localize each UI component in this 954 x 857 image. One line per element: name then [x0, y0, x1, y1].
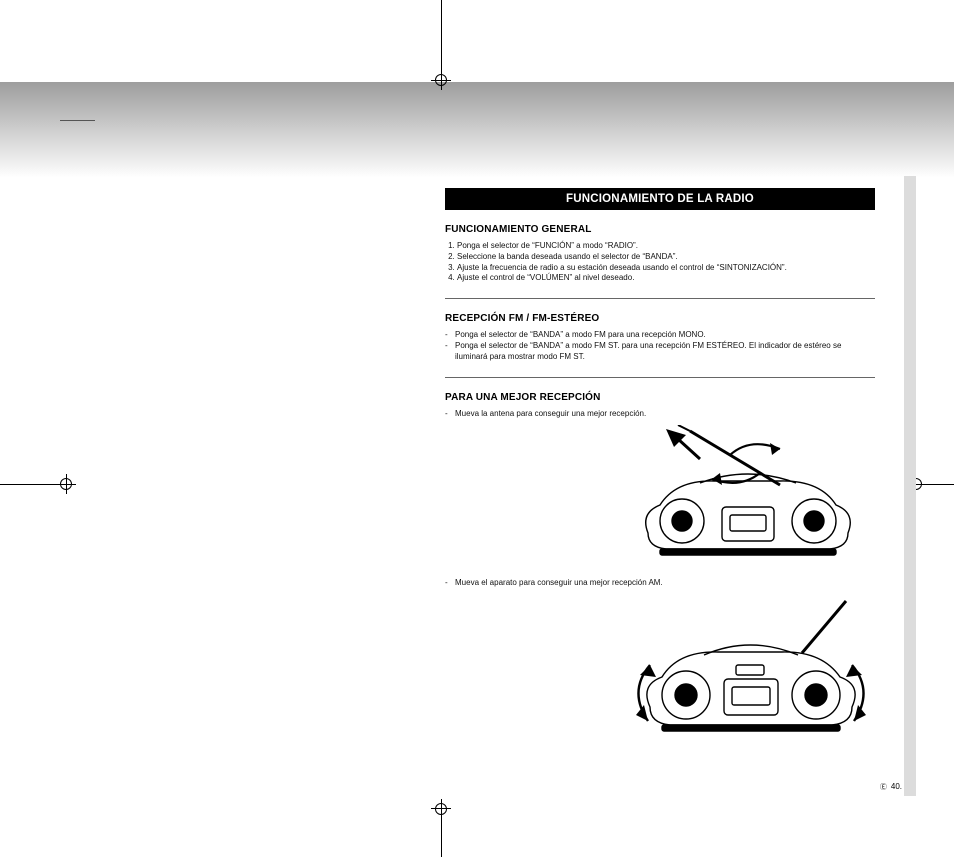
list-item: Ajuste la frecuencia de radio a su estac…: [457, 263, 875, 274]
page-number: Ⓔ 40.: [880, 782, 902, 792]
list-item: Ponga el selector de “BANDA” a modo FM p…: [445, 330, 875, 341]
boombox-rotate-svg: [620, 595, 875, 750]
list-item: Seleccione la banda deseada usando el se…: [457, 252, 875, 263]
list-item: Ponga el selector de “BANDA” a modo FM S…: [445, 341, 875, 363]
section-heading-better: PARA UNA MEJOR RECEPCIÓN: [445, 392, 875, 403]
fm-notes: Ponga el selector de “BANDA” a modo FM p…: [445, 330, 875, 362]
section-heading-fm: RECEPCIÓN FM / FM-ESTÉREO: [445, 313, 875, 324]
list-item: Mueva el aparato para conseguir una mejo…: [445, 578, 875, 589]
list-item: Mueva la antena para conseguir una mejor…: [445, 409, 875, 420]
list-item: Ajuste el control de “VOLÚMEN” al nivel …: [457, 273, 875, 284]
section-heading-general: FUNCIONAMIENTO GENERAL: [445, 224, 875, 235]
illustration-rotate-unit: [445, 589, 875, 749]
manual-page: FUNCIONAMIENTO DE LA RADIO FUNCIONAMIENT…: [0, 0, 954, 857]
header-tick: [60, 120, 95, 121]
better-note-1: Mueva la antena para conseguir una mejor…: [445, 409, 875, 420]
page-number-value: 40.: [891, 782, 902, 791]
divider: [445, 377, 875, 378]
page-title: FUNCIONAMIENTO DE LA RADIO: [445, 188, 875, 210]
page-symbol: Ⓔ: [880, 784, 887, 791]
divider: [445, 298, 875, 299]
header-gradient: [0, 82, 954, 177]
list-item: Ponga el selector de “FUNCIÓN” a modo “R…: [457, 241, 875, 252]
content-column: FUNCIONAMIENTO DE LA RADIO FUNCIONAMIENT…: [445, 188, 875, 749]
boombox-antenna-svg: [630, 425, 865, 575]
better-note-2: Mueva el aparato para conseguir una mejo…: [445, 578, 875, 589]
general-steps: Ponga el selector de “FUNCIÓN” a modo “R…: [445, 241, 875, 284]
right-margin-bar: [904, 176, 916, 796]
illustration-antenna: [445, 419, 875, 574]
